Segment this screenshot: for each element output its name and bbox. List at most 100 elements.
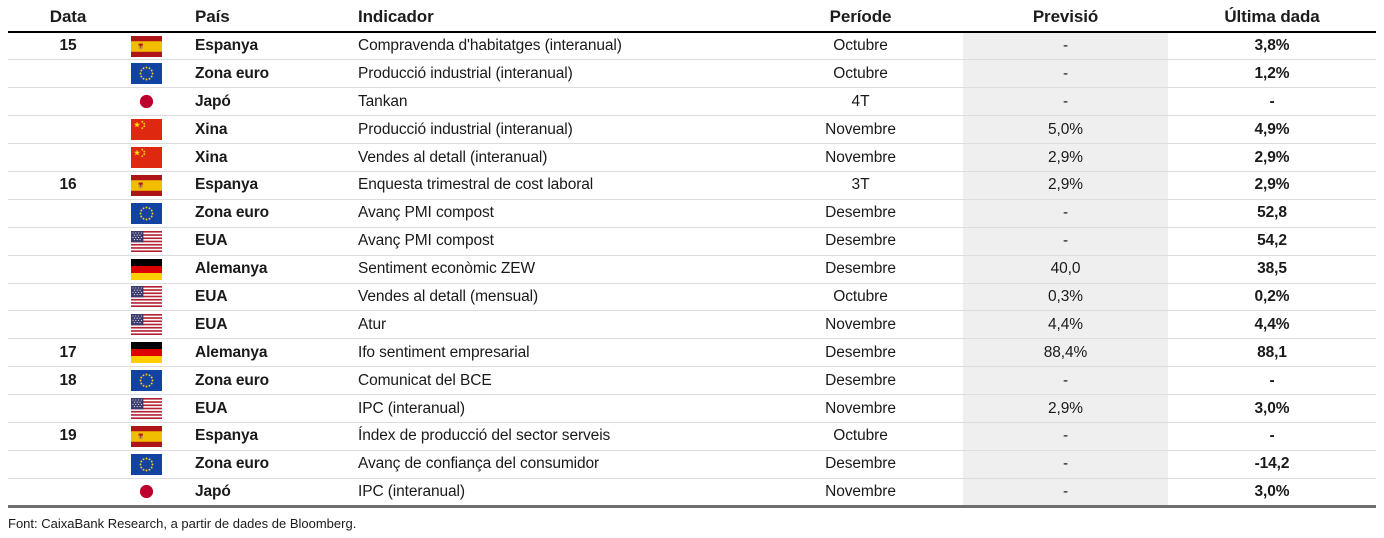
forecast-cell: 2,9%: [963, 394, 1168, 423]
table-row: Zona euro Producció industrial (interanu…: [8, 59, 1376, 89]
forecast-cell: -: [963, 227, 1168, 256]
column-header-flag-spacer: [128, 2, 184, 33]
period-cell: Desembre: [758, 199, 963, 228]
column-header-ultima-dada: Última dada: [1168, 2, 1376, 33]
usa-flag-icon: [131, 314, 162, 336]
flag-cell: [128, 394, 184, 423]
column-header-data: Data: [8, 2, 128, 33]
eu-flag-icon: [131, 202, 162, 224]
forecast-cell: 4,4%: [963, 310, 1168, 340]
table-row: Alemanya Sentiment econòmic ZEW Desembre…: [8, 255, 1376, 284]
indicator-cell: Vendes al detall (mensual): [358, 283, 758, 312]
spain-flag-icon: [131, 174, 162, 196]
date-cell: [8, 199, 128, 228]
table-row: EUA IPC (interanual) Novembre 2,9% 3,0%: [8, 394, 1376, 423]
spain-flag-icon: [131, 35, 162, 57]
column-header-previsio: Previsió: [963, 2, 1168, 33]
period-cell: Desembre: [758, 227, 963, 256]
date-cell: [8, 478, 128, 506]
forecast-cell: 5,0%: [963, 115, 1168, 145]
japan-flag-icon: [131, 481, 162, 503]
flag-cell: [128, 171, 184, 200]
date-cell: [8, 450, 128, 479]
country-cell: Xina: [184, 143, 358, 172]
flag-cell: [128, 199, 184, 228]
indicator-cell: Sentiment econòmic ZEW: [358, 255, 758, 284]
forecast-cell: -: [963, 366, 1168, 396]
country-cell: Alemanya: [184, 338, 358, 368]
table-row: EUA Vendes al detall (mensual) Octubre 0…: [8, 283, 1376, 312]
country-cell: Zona euro: [184, 366, 358, 396]
indicator-cell: Avanç PMI compost: [358, 227, 758, 256]
forecast-cell: 88,4%: [963, 338, 1168, 368]
country-cell: EUA: [184, 283, 358, 312]
country-cell: Japó: [195, 482, 231, 500]
latest-cell: 88,1: [1168, 338, 1376, 368]
indicator-cell: Compravenda d'habitatges (interanual): [358, 32, 758, 61]
table-row: 19 Espanya Índex de producció del sector…: [8, 422, 1376, 451]
indicator-cell: Índex de producció del sector serveis: [358, 422, 758, 451]
period-cell: Novembre: [758, 115, 963, 145]
indicator-cell: Vendes al detall (interanual): [358, 143, 758, 172]
latest-cell: -: [1168, 422, 1376, 451]
country-cell: Alemanya: [184, 255, 358, 284]
flag-cell: [128, 32, 184, 61]
usa-flag-icon: [131, 230, 162, 252]
period-cell: Novembre: [758, 310, 963, 340]
period-cell: Desembre: [758, 366, 963, 396]
forecast-cell: 2,9%: [963, 143, 1168, 172]
date-cell: 19: [8, 422, 128, 451]
forecast-cell: 0,3%: [963, 283, 1168, 312]
table-row: Xina Vendes al detall (interanual) Novem…: [8, 143, 1376, 172]
country-cell: Japó: [184, 87, 358, 117]
period-cell: Desembre: [758, 338, 963, 368]
forecast-cell: -: [963, 59, 1168, 89]
eu-flag-icon: [131, 370, 162, 392]
period-cell: Octubre: [758, 283, 963, 312]
flag-cell: [128, 255, 184, 284]
forecast-cell: -: [963, 32, 1168, 61]
flag-cell: [128, 366, 184, 396]
latest-cell: 52,8: [1168, 199, 1376, 228]
table-row: 15 Espanya Compravenda d'habitatges (int…: [8, 32, 1376, 61]
indicator-cell: Comunicat del BCE: [358, 366, 758, 396]
period-cell: Octubre: [758, 32, 963, 61]
date-cell: [8, 87, 128, 117]
table-row: 18 Zona euro Comunicat del BCE Desembre …: [8, 366, 1376, 396]
period-cell: 4T: [758, 87, 963, 117]
usa-flag-icon: [131, 398, 162, 420]
flag-cell: [128, 478, 184, 506]
forecast-cell: -: [963, 87, 1168, 117]
period-cell: Octubre: [758, 59, 963, 89]
indicator-cell: Avanç PMI compost: [358, 199, 758, 228]
flag-cell: [128, 59, 184, 89]
date-cell: [8, 394, 128, 423]
latest-cell: 3,0%: [1168, 394, 1376, 423]
flag-cell: [128, 143, 184, 172]
table-row: 16 Espanya Enquesta trimestral de cost l…: [8, 171, 1376, 200]
forecast-cell: -: [963, 478, 1168, 507]
latest-cell: -: [1168, 366, 1376, 396]
flag-cell: [128, 450, 184, 479]
flag-cell: [128, 87, 184, 117]
table-row: Japó Tankan 4T - -: [8, 87, 1376, 117]
date-cell: [8, 59, 128, 89]
country-cell: Espanya: [184, 32, 358, 61]
period-cell: Desembre: [758, 450, 963, 479]
latest-cell: 3,0%: [1254, 482, 1290, 500]
date-cell: 15: [8, 32, 128, 61]
latest-cell: 38,5: [1168, 255, 1376, 284]
japan-flag-icon: [131, 91, 162, 113]
indicator-cell: Tankan: [358, 87, 758, 117]
column-header-periode: Període: [758, 2, 963, 33]
period-cell: 3T: [758, 171, 963, 200]
eu-flag-icon: [131, 453, 162, 475]
source-note: Font: CaixaBank Research, a partir de da…: [8, 515, 357, 531]
indicator-cell: Atur: [358, 310, 758, 340]
latest-cell: 54,2: [1168, 227, 1376, 256]
date-cell: 16: [8, 171, 128, 200]
column-header-indicador: Indicador: [358, 2, 758, 33]
date-cell: [8, 115, 128, 145]
latest-cell: 1,2%: [1168, 59, 1376, 89]
flag-cell: [128, 422, 184, 451]
